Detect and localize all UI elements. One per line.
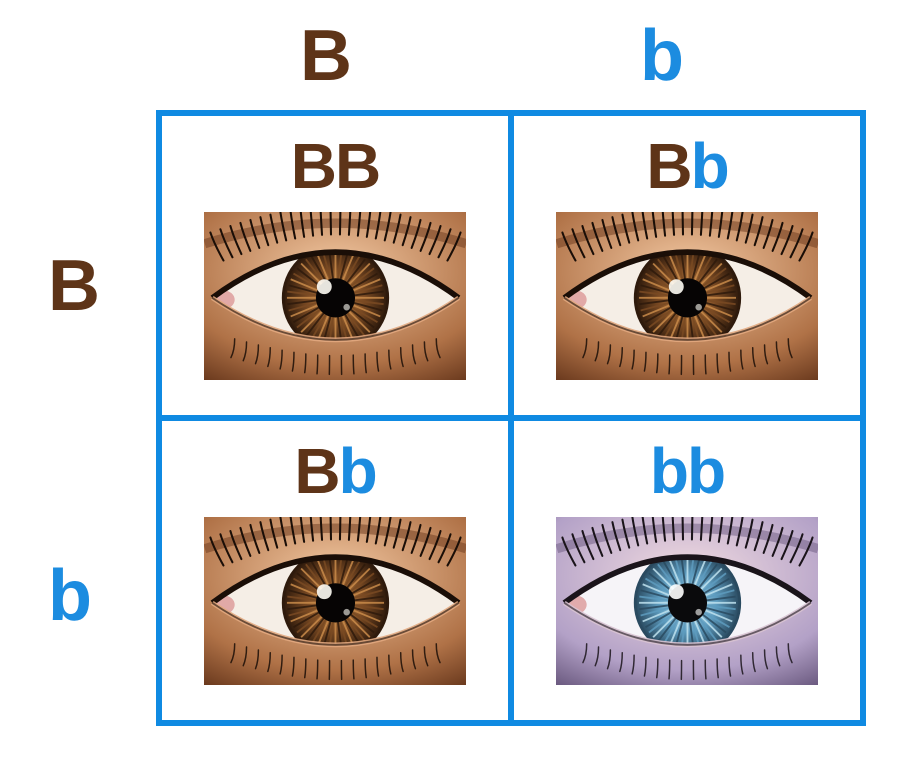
phenotype-eye-bottom-right <box>556 517 819 685</box>
genotype-bottom-left: Bb <box>162 439 508 503</box>
punnett-grid: BB Bb Bb bb <box>156 110 866 726</box>
punnett-square-diagram: B b B b BB Bb Bb bb <box>0 0 900 766</box>
row-allele-1: B <box>48 250 99 322</box>
genotype-top-left: BB <box>162 134 508 198</box>
column-allele-1: B <box>300 20 351 92</box>
phenotype-eye-top-left <box>204 212 467 380</box>
cell-top-left: BB <box>162 116 511 418</box>
row-allele-2: b <box>48 560 91 632</box>
cell-top-right: Bb <box>511 116 860 418</box>
cell-bottom-left: Bb <box>162 418 511 720</box>
phenotype-eye-bottom-left <box>204 517 467 685</box>
genotype-bottom-right: bb <box>514 439 860 503</box>
genotype-top-right: Bb <box>514 134 860 198</box>
column-allele-2: b <box>640 20 683 92</box>
phenotype-eye-top-right <box>556 212 819 380</box>
cell-bottom-right: bb <box>511 418 860 720</box>
